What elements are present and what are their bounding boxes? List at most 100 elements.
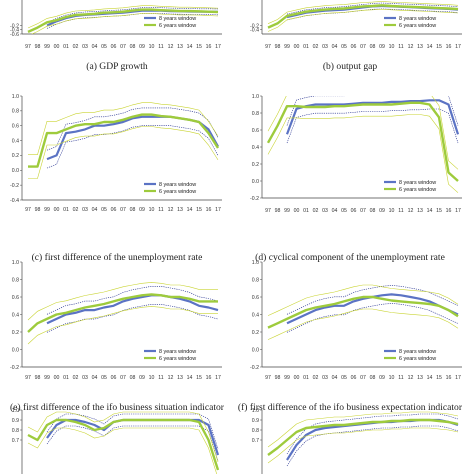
- plot-area: [266, 96, 460, 193]
- x-tick-label: 99: [44, 44, 50, 50]
- y-tick-label: 1.0: [252, 94, 259, 100]
- caption-d: (d) cyclical component of the unemployme…: [255, 252, 445, 263]
- x-tick-label: 16: [446, 375, 452, 381]
- x-tick-label: 08: [370, 208, 376, 214]
- y-tick-label: 1.0: [12, 260, 19, 266]
- x-tick-label: 03: [82, 375, 88, 381]
- x-tick-label: 07: [120, 44, 126, 50]
- x-tick-label: 07: [360, 375, 366, 381]
- caption-a: (a) GDP growth: [86, 61, 148, 72]
- x-tick-label: 97: [265, 375, 271, 381]
- plot-area: [27, 282, 219, 345]
- x-tick-label: 01: [303, 44, 309, 50]
- y-tick-label: -0.4: [250, 28, 259, 34]
- x-tick-label: 13: [177, 207, 183, 213]
- x-tick-label: 02: [73, 207, 79, 213]
- confidence-band-upper-8y: [286, 285, 459, 315]
- y-tick-label: 0.9: [12, 418, 19, 424]
- x-tick-label: 07: [360, 44, 366, 50]
- x-tick-label: 03: [82, 44, 88, 50]
- series-line-6y: [267, 4, 459, 29]
- series-line-6y: [267, 295, 459, 329]
- x-tick-label: 12: [408, 44, 414, 50]
- x-tick-label: 03: [322, 44, 328, 50]
- x-tick-label: 05: [341, 375, 347, 381]
- y-tick-label: 0.4: [252, 145, 259, 151]
- legend-label: 8 years window: [159, 349, 196, 355]
- x-tick-label: 10: [389, 208, 395, 214]
- x-tick-label: 97: [25, 44, 31, 50]
- y-tick-label: 0.4: [252, 312, 259, 318]
- x-tick-label: 98: [35, 44, 41, 50]
- legend-label: 6 years window: [399, 356, 436, 362]
- y-tick-label: 1.0: [12, 94, 19, 100]
- x-tick-label: 97: [25, 375, 31, 381]
- caption-f: (f) first difference of the ifo business…: [238, 402, 463, 413]
- confidence-band-lower-8y: [286, 108, 459, 144]
- confidence-band-upper-6y: [267, 1, 459, 24]
- confidence-band-lower-6y: [267, 8, 459, 32]
- y-tick-label: 1.0: [252, 260, 259, 266]
- x-tick-label: 11: [398, 208, 403, 214]
- x-tick-label: 11: [158, 375, 163, 381]
- y-tick-label: -0.4: [10, 198, 19, 204]
- y-tick-label: -0.6: [10, 32, 19, 38]
- series-line-6y: [267, 418, 459, 456]
- x-tick-label: 09: [379, 44, 385, 50]
- x-tick-label: 17: [215, 207, 221, 213]
- x-tick-label: 10: [389, 44, 395, 50]
- y-tick-label: 0.8: [252, 277, 259, 283]
- x-tick-label: 11: [158, 207, 163, 213]
- legend-label: 6 years window: [159, 189, 196, 195]
- x-tick-label: 04: [332, 44, 338, 50]
- x-tick-label: 15: [436, 208, 442, 214]
- x-tick-label: 17: [455, 44, 461, 50]
- legend-label: 6 years window: [159, 356, 196, 362]
- legend-label: 8 years window: [399, 180, 436, 186]
- y-tick-label: 0.6: [252, 128, 259, 134]
- plot-area: [28, 102, 220, 179]
- legend-label: 6 years window: [399, 23, 436, 29]
- x-tick-label: 13: [417, 44, 423, 50]
- chart-panels: -0.2-0.4-0.697 98 99 00 01 02 03 04 05 06 07 08 09 10…: [10, 0, 462, 474]
- confidence-band-lower-8y: [46, 425, 219, 462]
- x-tick-label: 14: [187, 207, 193, 213]
- series-line-8y: [286, 418, 459, 461]
- x-tick-label: 09: [379, 208, 385, 214]
- x-tick-label: 05: [101, 44, 107, 50]
- confidence-band-lower-6y: [31, 13, 219, 34]
- x-tick-label: 00: [54, 375, 60, 381]
- chart-panel-8: 1.0 0.9 0.8 0.7: [252, 408, 459, 474]
- x-tick-label: 98: [275, 208, 281, 214]
- caption-e: (e) first difference of the ifo business…: [10, 402, 225, 413]
- x-tick-label: 09: [139, 207, 145, 213]
- x-tick-label: 17: [215, 44, 221, 50]
- x-tick-label: 05: [101, 375, 107, 381]
- x-tick-label: 97: [265, 208, 271, 214]
- x-tick-label: 06: [111, 375, 117, 381]
- x-tick-label: 01: [63, 44, 69, 50]
- y-tick-label: 0.6: [252, 295, 259, 301]
- x-tick-label: 11: [398, 375, 403, 381]
- x-tick-label: 13: [417, 208, 423, 214]
- x-tick-label: 01: [303, 208, 309, 214]
- y-tick-label: -0.2: [10, 365, 19, 371]
- x-tick-label: 02: [313, 208, 319, 214]
- x-tick-label: 97: [25, 207, 31, 213]
- series-line-8y: [285, 99, 460, 135]
- plot-area: [27, 411, 220, 474]
- y-tick-label: 0.2: [12, 330, 19, 336]
- x-tick-label: 07: [120, 375, 126, 381]
- confidence-band-lower-8y: [286, 303, 459, 333]
- x-tick-label: 12: [408, 208, 414, 214]
- x-tick-label: 17: [455, 208, 461, 214]
- x-tick-label: 04: [92, 44, 98, 50]
- x-tick-label: 00: [294, 44, 300, 50]
- x-tick-label: 98: [275, 44, 281, 50]
- legend-label: 6 years window: [159, 23, 196, 29]
- y-tick-label: -0.2: [250, 365, 259, 371]
